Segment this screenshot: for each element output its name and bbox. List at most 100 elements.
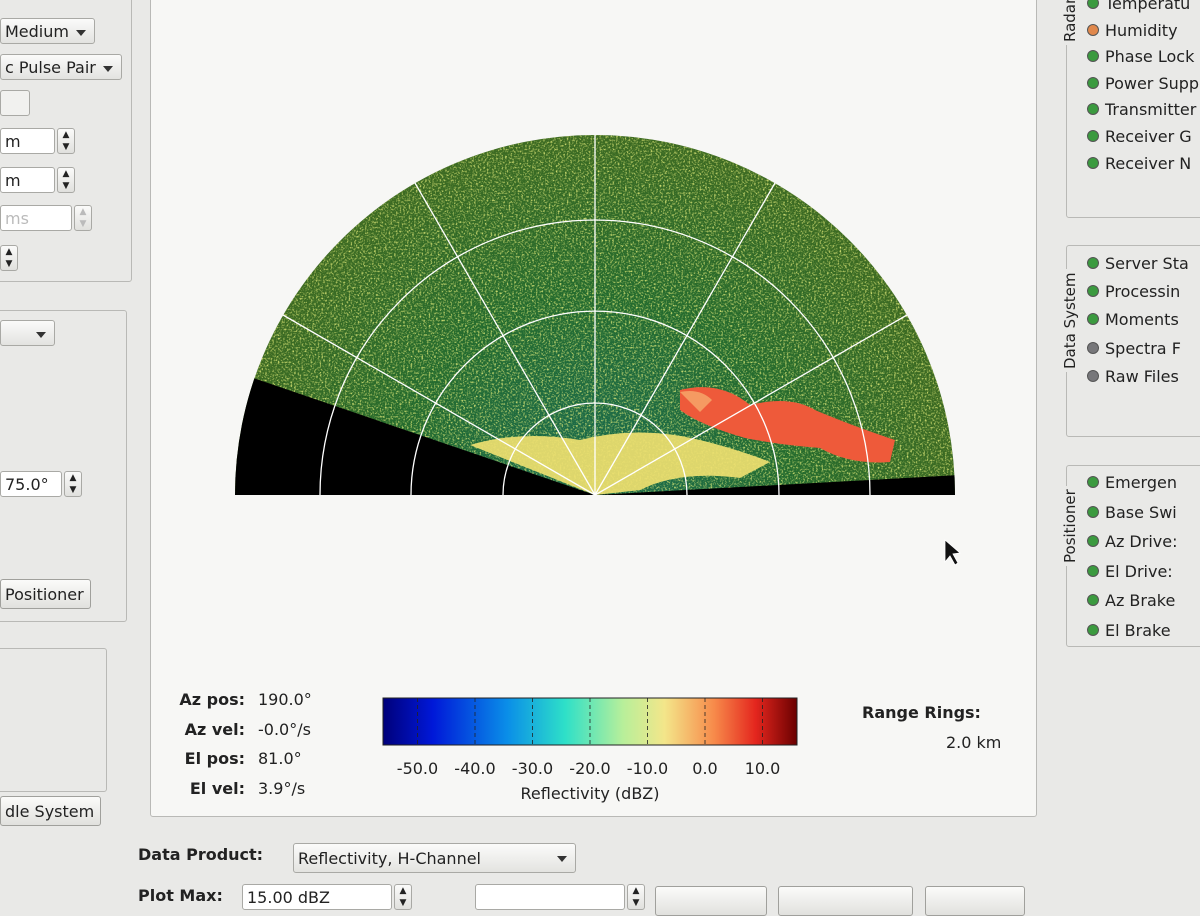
status-led [1087, 23, 1099, 36]
status-group-title: Radar [1061, 0, 1079, 45]
radial-line [594, 182, 776, 496]
readout-value: 190.0° [258, 690, 312, 709]
dropdown-value: Reflectivity, H-Channel [298, 849, 481, 868]
dropdown-value: c Pulse Pair [5, 58, 96, 77]
status-item: Raw Files [1087, 367, 1179, 386]
radial-line [594, 314, 908, 496]
status-led [1087, 0, 1099, 9]
colorbar-label: Reflectivity (dBZ) [521, 784, 660, 803]
status-label: Base Swi [1105, 502, 1177, 522]
spinbox-value: 75.0° [5, 475, 49, 494]
status-item: El Drive: [1087, 562, 1173, 581]
spin-button[interactable]: ▲ ▼ [0, 245, 18, 271]
spinbox[interactable]: 75.0° [0, 471, 62, 497]
button[interactable] [655, 886, 767, 916]
status-led [1087, 130, 1099, 142]
status-led [1087, 341, 1099, 354]
status-label: El Drive: [1105, 561, 1173, 581]
status-item: Power Supp [1087, 74, 1199, 93]
status-label: Spectra F [1105, 338, 1181, 358]
dropdown-arrow [103, 66, 113, 72]
colorbar-tick-label: 10.0 [745, 759, 781, 778]
readout-label: Az vel: [184, 719, 245, 739]
status-label: Receiver G [1105, 127, 1192, 146]
plot-max-label: Plot Max: [138, 886, 223, 905]
status-item: Emergen [1087, 473, 1177, 492]
status-led [1087, 623, 1099, 636]
dropdown[interactable] [0, 320, 55, 346]
spinbox-value: ms [5, 209, 29, 228]
dropdown-value: Medium [5, 22, 69, 41]
spin-button[interactable]: ▲ ▼ [394, 884, 412, 910]
colorbar: Reflectivity (dBZ) -50.0 -40.0 -30.0 -20.0-… [382, 697, 798, 803]
range-rings-label: Range Rings: [862, 703, 981, 722]
status-item: Receiver N [1087, 154, 1191, 173]
status-led [1087, 50, 1099, 63]
status-led [1087, 156, 1099, 169]
range-rings-value: 2.0 km [946, 733, 1002, 752]
range-rings [282, 135, 908, 496]
status-led [1087, 369, 1099, 382]
status-item: Az Brake [1087, 591, 1175, 610]
status-label: Processin [1105, 282, 1181, 302]
dropdown[interactable]: Reflectivity, H-Channel [293, 843, 576, 873]
dropdown-arrow [557, 856, 567, 862]
status-label: Transmitter [1105, 100, 1197, 120]
button[interactable] [925, 886, 1025, 916]
button[interactable]: Positioner [0, 579, 91, 609]
spin-button[interactable]: ▲ ▼ [57, 128, 75, 154]
status-label: Server Sta [1105, 254, 1189, 273]
status-label: Receiver N [1105, 153, 1192, 173]
colorbar-tick-label: 0.0 [692, 759, 717, 778]
status-led [1087, 535, 1099, 547]
readout-value: -0.0°/s [258, 719, 311, 739]
status-item: Processin [1087, 282, 1180, 301]
dropdown-arrow [76, 30, 86, 36]
spinbox[interactable] [475, 884, 625, 910]
status-item: El Brake [1087, 621, 1171, 640]
readout-label: El vel: [189, 778, 245, 798]
spin-button[interactable]: ▲ ▼ [64, 471, 82, 497]
status-label: Raw Files [1105, 366, 1179, 386]
colorbar-tick-label: -30.0 [512, 759, 553, 778]
echo-edge [680, 391, 712, 412]
status-group-title: Data System [1061, 269, 1079, 372]
status-label: Humidity [1105, 20, 1178, 40]
radial-line [282, 314, 596, 496]
spinbox[interactable]: m [0, 167, 55, 193]
status-item: Az Drive: [1087, 532, 1177, 551]
spinbox[interactable]: 15.00 dBZ [242, 884, 392, 910]
dropdown[interactable]: c Pulse Pair [0, 54, 122, 80]
status-item: Spectra F [1087, 339, 1181, 358]
blocked-sector [595, 475, 955, 495]
status-led [1087, 285, 1099, 298]
button-label: Positioner [5, 585, 84, 604]
colorbar-tick-label: -10.0 [627, 759, 668, 778]
status-led [1087, 476, 1099, 488]
echo-weak [470, 432, 770, 495]
spin-button[interactable]: ▲ ▼ [627, 884, 645, 910]
colorbar-tick-label: -50.0 [397, 759, 438, 778]
left-group-2 [0, 310, 127, 622]
data-product-label: Data Product: [138, 845, 264, 864]
button[interactable] [778, 886, 913, 916]
status-led [1087, 505, 1099, 518]
status-led [1087, 564, 1099, 577]
status-label: Power Supp [1105, 73, 1200, 93]
dropdown[interactable]: Medium [0, 18, 95, 44]
spinbox-value: m [5, 132, 21, 151]
status-label: Temperatu [1105, 0, 1191, 13]
status-label: Az Brake [1105, 591, 1176, 610]
status-item: Transmitter [1087, 100, 1196, 119]
status-item: Humidity [1087, 21, 1178, 40]
dropdown-disabled [0, 90, 30, 116]
left-group-3 [0, 648, 107, 792]
echo-strong [680, 387, 895, 463]
spin-button[interactable]: ▲ ▼ [57, 167, 75, 193]
mouse-cursor [944, 539, 961, 566]
status-item: Base Swi [1087, 503, 1177, 522]
spinbox[interactable]: m [0, 128, 55, 154]
button[interactable]: dle System [0, 796, 102, 826]
status-group-box [1066, 0, 1200, 218]
